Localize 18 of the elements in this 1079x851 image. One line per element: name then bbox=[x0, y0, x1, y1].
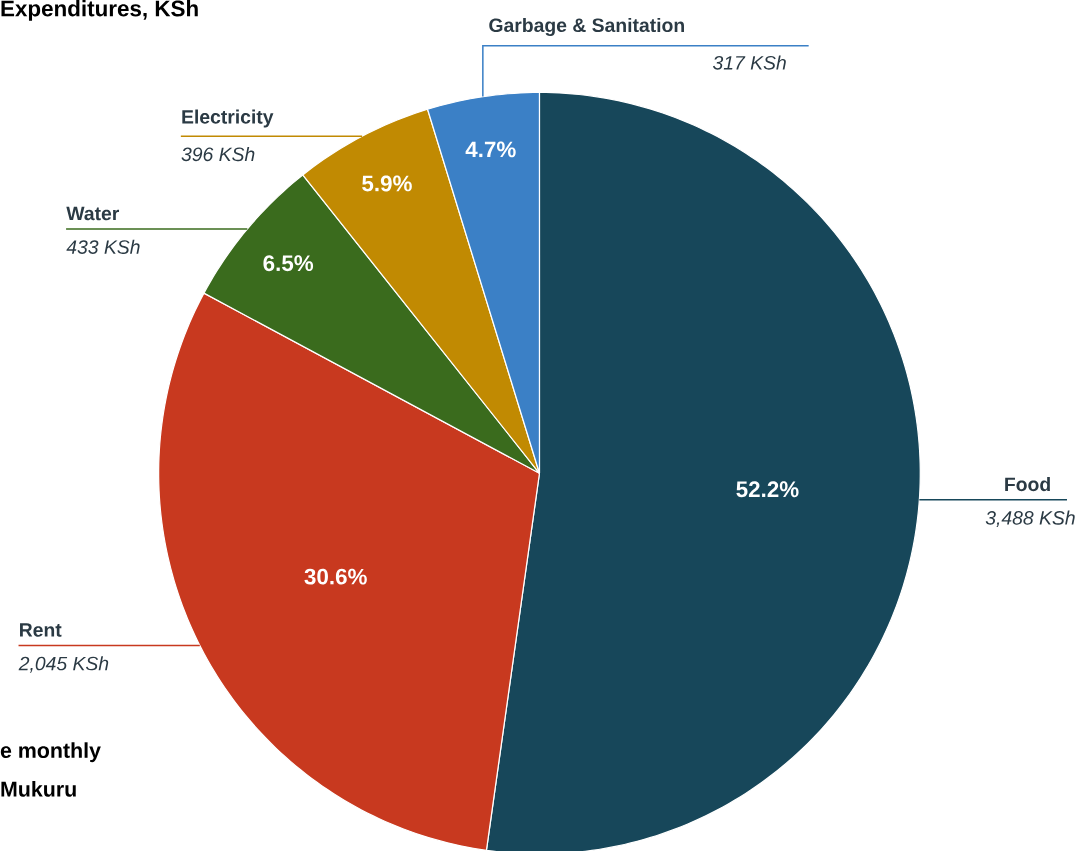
data-label: 396 KSh bbox=[181, 146, 255, 162]
data-label: 2,045 KSh bbox=[18, 656, 109, 673]
text: e monthly bbox=[0, 742, 101, 763]
text: 52.2% bbox=[736, 481, 799, 498]
text: 5.9% bbox=[362, 175, 412, 192]
slice-label: Water bbox=[66, 206, 120, 221]
text: Mukuru bbox=[1, 781, 76, 797]
data-label: 3,488 KSh bbox=[985, 510, 1075, 528]
data-label: 433 KSh bbox=[66, 239, 140, 254]
slice-label: Rent bbox=[20, 623, 62, 637]
text: 6.5% bbox=[263, 255, 314, 272]
data-label: 317 KSh bbox=[712, 55, 786, 70]
text: 4.7% bbox=[465, 141, 516, 158]
slice-label: Food bbox=[1005, 476, 1050, 492]
text: 30.6% bbox=[304, 568, 367, 585]
slice-label: Electricity bbox=[182, 109, 274, 128]
chart-title: Expenditures, KSh bbox=[1, 0, 198, 21]
slice-label: Garbage & Sanitation bbox=[489, 17, 684, 37]
